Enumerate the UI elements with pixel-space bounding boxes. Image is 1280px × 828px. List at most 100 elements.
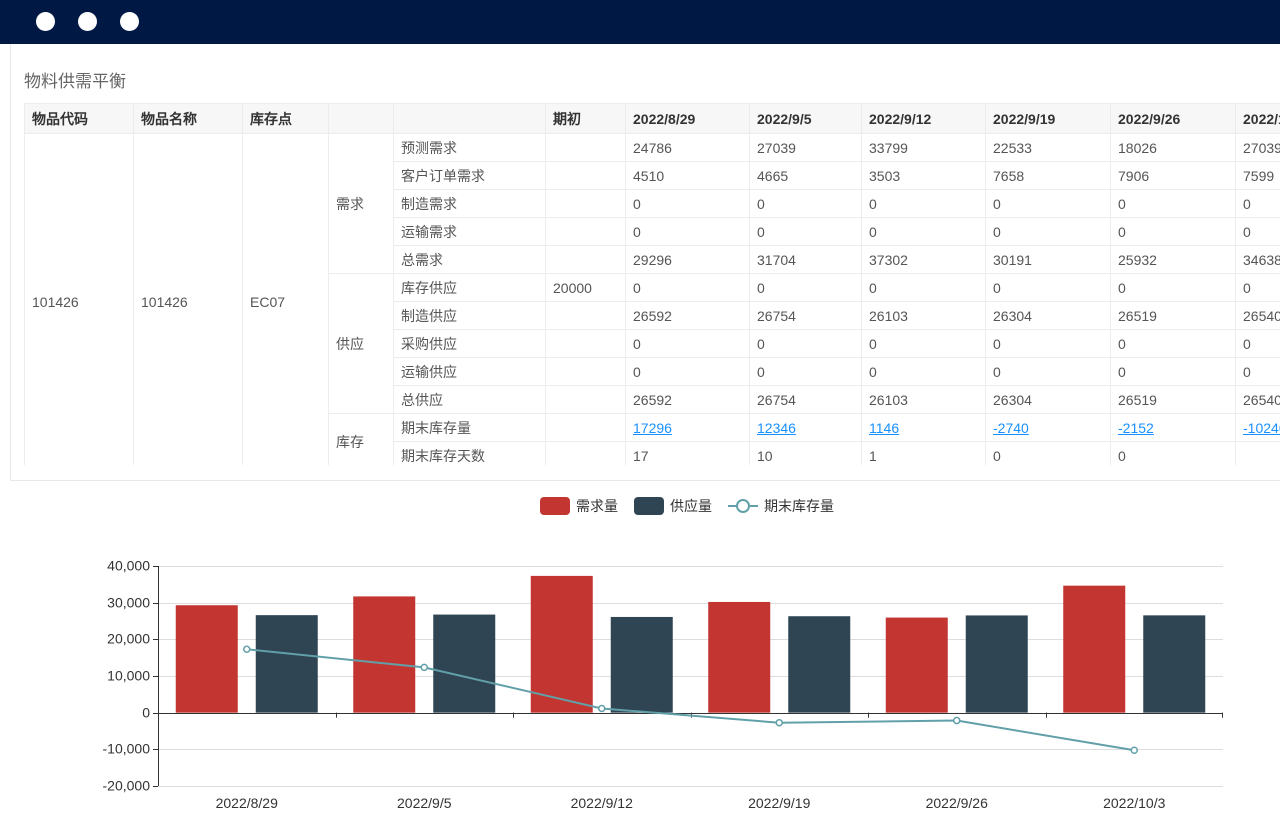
row-label-cell: 采购供应 <box>393 329 546 358</box>
y-tick-label: 30,000 <box>107 595 150 611</box>
legend-item-supply[interactable]: 供应量 <box>634 496 712 516</box>
panel-title: 物料供需平衡 <box>24 72 126 91</box>
table-cell: 26592 <box>625 385 750 414</box>
table-cell: 0 <box>861 217 986 246</box>
col-header[interactable]: 2022/8/29 <box>625 103 750 134</box>
item-name-cell: 101426 <box>133 133 243 465</box>
y-tick-label: 20,000 <box>107 631 150 647</box>
table-cell: 0 <box>1110 357 1236 386</box>
table-cell: 0 <box>1235 217 1280 246</box>
row-label-cell: 期末库存量 <box>393 413 546 442</box>
y-tick-label: 0 <box>142 705 150 721</box>
table-cell: -2152 <box>1110 413 1236 442</box>
col-header <box>393 103 546 134</box>
table-cell: 1 <box>861 441 986 465</box>
initial-cell: 20000 <box>545 273 626 302</box>
group-label-cell: 库存 <box>328 413 394 465</box>
initial-cell <box>545 189 626 218</box>
inventory-link[interactable]: 12346 <box>757 419 796 436</box>
inventory-link[interactable]: 17296 <box>633 419 672 436</box>
inventory-link[interactable]: -10246 <box>1243 419 1280 436</box>
table-cell: 26103 <box>861 301 986 330</box>
table-cell: 0 <box>1110 441 1236 465</box>
supply-bar <box>433 614 496 713</box>
table-row: 运输需求 0 0 0 0 0 0 <box>25 217 1280 246</box>
table-cell: 12346 <box>749 413 862 442</box>
legend-swatch <box>540 497 570 515</box>
table-cell: 0 <box>861 189 986 218</box>
window-maximize-dot[interactable] <box>120 12 139 31</box>
row-label-cell: 运输需求 <box>393 217 546 246</box>
y-tick-label: -10,000 <box>103 741 151 757</box>
x-tick-label: 2022/10/3 <box>1103 795 1165 811</box>
table-cell: 0 <box>749 357 862 386</box>
table-cell: 17 <box>625 441 750 465</box>
table-cell: 0 <box>625 329 750 358</box>
demand-bar <box>1063 585 1126 713</box>
table-row: 运输供应 0 0 0 0 0 0 <box>25 357 1280 386</box>
col-header[interactable]: 2022/9/12 <box>861 103 986 134</box>
table-cell: 0 <box>1110 329 1236 358</box>
inventory-link[interactable]: -2152 <box>1118 419 1154 436</box>
legend-item-ending-inventory[interactable]: 期末库存量 <box>728 496 834 516</box>
table-cell: 0 <box>1110 189 1236 218</box>
table-cell: 26540 <box>1235 385 1280 414</box>
table-row: 供应 库存供应 20000 0 0 0 0 0 0 <box>25 273 1280 414</box>
ending-inventory-point <box>1130 746 1138 754</box>
row-label-cell: 运输供应 <box>393 357 546 386</box>
table-cell: 37302 <box>861 245 986 274</box>
table-cell: 33799 <box>861 133 986 162</box>
table-cell: -2740 <box>985 413 1111 442</box>
table-cell: 0 <box>861 329 986 358</box>
legend-line-marker-icon <box>728 499 758 513</box>
x-tick-label: 2022/9/5 <box>397 795 452 811</box>
demand-bar <box>353 596 416 713</box>
col-header <box>328 103 394 134</box>
row-label-cell: 制造需求 <box>393 189 546 218</box>
col-header[interactable]: 2022/10/3 <box>1235 103 1280 134</box>
col-header[interactable]: 物品名称 <box>133 103 243 134</box>
table-cell: 27039 <box>1235 133 1280 162</box>
table-row: 101426 101426 EC07 需求 预测需求 24786 27039 33799 225… <box>24 133 1280 465</box>
window-titlebar <box>0 0 1280 44</box>
legend-swatch <box>634 497 664 515</box>
table-cell: 0 <box>1235 357 1280 386</box>
x-tick-label: 2022/8/29 <box>216 795 278 811</box>
table-cell: 25932 <box>1110 245 1236 274</box>
window-close-dot[interactable] <box>36 12 55 31</box>
table-cell: 0 <box>1235 189 1280 218</box>
x-tick-label: 2022/9/12 <box>571 795 633 811</box>
table-cell: 0 <box>625 217 750 246</box>
table-row: 采购供应 0 0 0 0 0 0 <box>25 329 1280 358</box>
col-header[interactable]: 2022/9/5 <box>749 103 862 134</box>
y-tick-label: 10,000 <box>107 668 150 684</box>
table-cell: 18026 <box>1110 133 1236 162</box>
col-header[interactable]: 库存点 <box>242 103 329 134</box>
col-header[interactable]: 2022/9/26 <box>1110 103 1236 134</box>
table-cell <box>1235 441 1280 465</box>
supply-demand-table: 物品代码 物品名称 库存点 期初 2022/8/29 2022/9/5 2022… <box>24 103 1280 465</box>
table-cell: 1146 <box>861 413 986 442</box>
table-cell: 26304 <box>985 301 1111 330</box>
table-scroll-area[interactable]: 物品代码 物品名称 库存点 期初 2022/8/29 2022/9/5 2022… <box>24 103 1280 465</box>
table-cell: 0 <box>749 217 862 246</box>
inventory-link[interactable]: -2740 <box>993 419 1029 436</box>
table-cell: 4665 <box>749 161 862 190</box>
table-cell: 0 <box>625 189 750 218</box>
initial-cell <box>545 441 626 465</box>
window-minimize-dot[interactable] <box>78 12 97 31</box>
inventory-link[interactable]: 1146 <box>869 419 900 436</box>
table-cell: 27039 <box>749 133 862 162</box>
table-cell: 0 <box>1235 273 1280 302</box>
col-header[interactable]: 2022/9/19 <box>985 103 1111 134</box>
table-cell: 26540 <box>1235 301 1280 330</box>
col-header[interactable]: 期初 <box>545 103 626 134</box>
table-cell: 0 <box>1110 273 1236 302</box>
legend-item-demand[interactable]: 需求量 <box>540 496 618 516</box>
col-header[interactable]: 物品代码 <box>24 103 134 134</box>
ending-inventory-line <box>246 648 1135 752</box>
table-row: 总需求 29296 31704 37302 30191 25932 34638 <box>25 245 1280 274</box>
table-row: 期末库存天数 17 10 1 0 0 <box>25 441 1280 465</box>
table-cell: 34638 <box>1235 245 1280 274</box>
supply-bar <box>1143 615 1206 713</box>
